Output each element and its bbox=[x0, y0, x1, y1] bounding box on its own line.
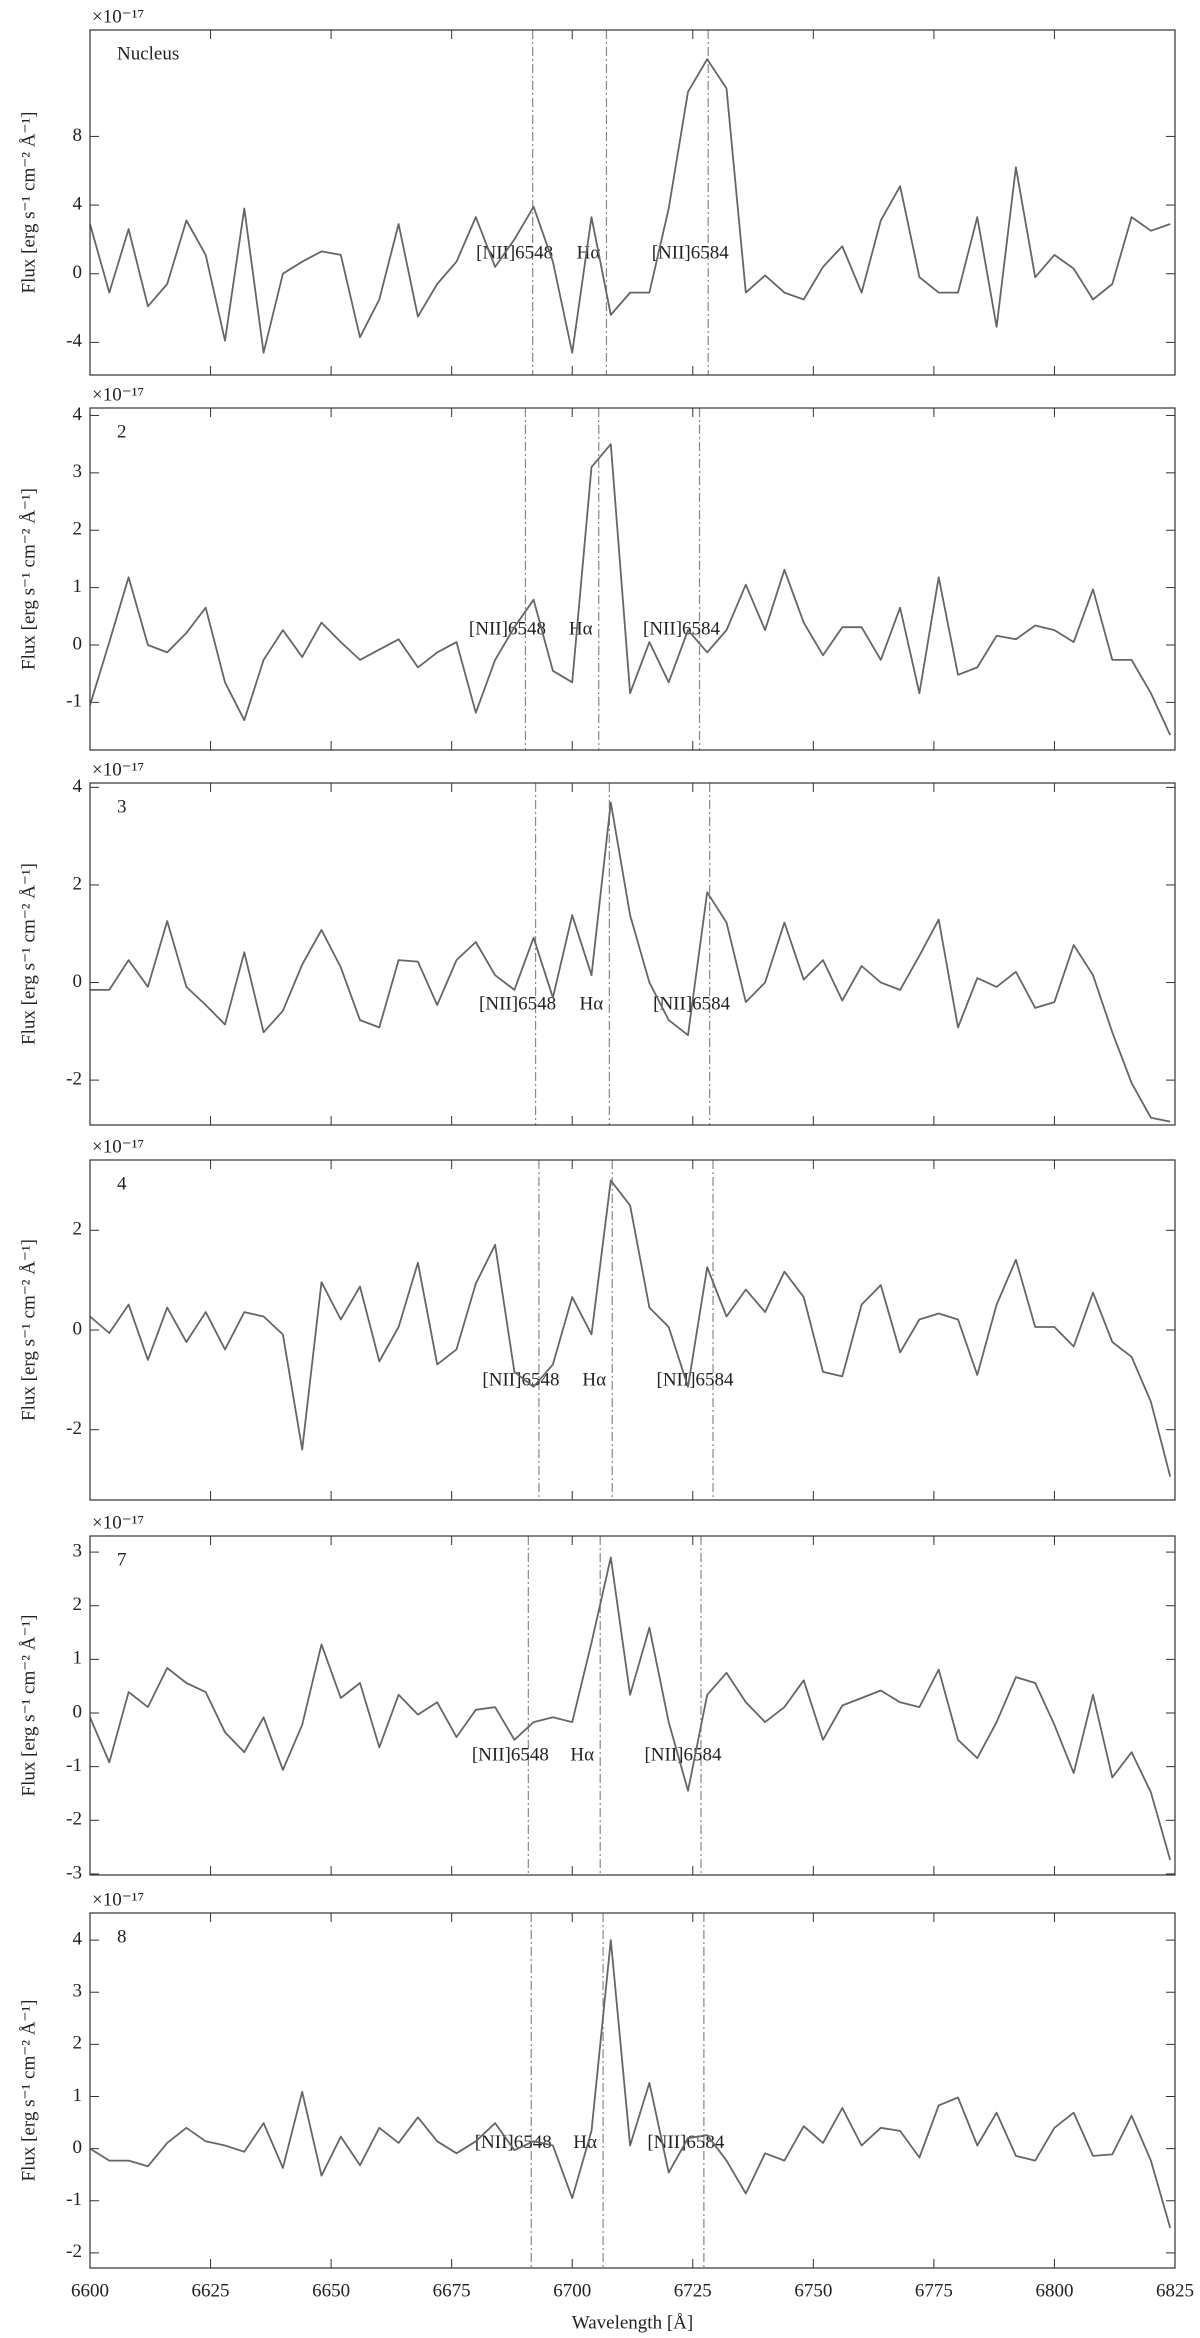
emission-line-label: Hα bbox=[573, 2132, 597, 2153]
panel-frame bbox=[89, 1159, 1176, 1501]
offset-text: ×10⁻¹⁷ bbox=[92, 1889, 144, 1910]
y-tick-label: 3 bbox=[73, 1540, 83, 1561]
panel-label: Nucleus bbox=[117, 43, 179, 64]
y-axis-label: Flux [erg s⁻¹ cm⁻² Å⁻¹] bbox=[18, 863, 39, 1045]
emission-line-label: [NII]6548 bbox=[479, 994, 556, 1015]
y-tick-label: -1 bbox=[66, 2189, 82, 2210]
y-tick-label: 4 bbox=[73, 776, 83, 797]
y-tick-label: 0 bbox=[73, 1701, 83, 1722]
x-tick-label: 6825 bbox=[1156, 2280, 1194, 2301]
y-tick-label: 2 bbox=[73, 519, 83, 540]
panel-frame bbox=[89, 29, 1176, 376]
panel: -2 -1 0 1 2 3 4 6600 6625 6650 6675 6700 6725 6750 677… bbox=[18, 1889, 1194, 2333]
x-tick-label: 6750 bbox=[794, 2280, 832, 2301]
emission-line-label: [NII]6584 bbox=[657, 1369, 735, 1390]
y-tick-label: 3 bbox=[73, 1981, 83, 2002]
offset-text: ×10⁻¹⁷ bbox=[92, 1512, 144, 1533]
x-tick-label: 6775 bbox=[915, 2280, 953, 2301]
emission-line-label: [NII]6548 bbox=[472, 1745, 549, 1766]
y-tick-label: 3 bbox=[73, 461, 83, 482]
y-tick-label: 2 bbox=[73, 873, 83, 894]
y-tick-label: 4 bbox=[73, 1928, 83, 1949]
emission-line-label: [NII]6584 bbox=[643, 619, 721, 640]
y-tick-label: 0 bbox=[73, 262, 83, 283]
spectrum-line bbox=[90, 801, 1171, 1123]
panel-label: 8 bbox=[117, 1926, 127, 1947]
y-tick-label: -2 bbox=[66, 1809, 82, 1830]
y-tick-label: -1 bbox=[66, 1755, 82, 1776]
panel-frame bbox=[89, 407, 1176, 751]
y-tick-label: 0 bbox=[73, 633, 83, 654]
x-tick-label: 6800 bbox=[1035, 2280, 1073, 2301]
panel-label: 7 bbox=[117, 1549, 127, 1570]
spectrum-line bbox=[90, 1556, 1172, 1861]
emission-line-label: Hα bbox=[569, 619, 593, 640]
emission-line-label: [NII]6548 bbox=[476, 243, 553, 264]
panel-label: 2 bbox=[117, 421, 127, 442]
spectrum-line bbox=[90, 1179, 1172, 1477]
emission-line-label: [NII]6584 bbox=[652, 243, 730, 264]
y-tick-label: 2 bbox=[73, 1219, 83, 1240]
y-tick-label: -2 bbox=[66, 1418, 82, 1439]
x-tick-label: 6725 bbox=[674, 2280, 712, 2301]
y-tick-label: -2 bbox=[66, 1068, 82, 1089]
panel-frame bbox=[89, 782, 1176, 1126]
emission-line-label: Hα bbox=[580, 994, 604, 1015]
y-tick-label: 4 bbox=[73, 193, 83, 214]
x-tick-label: 6650 bbox=[312, 2280, 350, 2301]
panel: -2 0 2 [NII]6548 Hα [NII]6584 4 ×10⁻¹⁷ Flux [erg… bbox=[18, 1136, 1176, 1501]
offset-text: ×10⁻¹⁷ bbox=[92, 759, 144, 780]
panel: -4 0 4 8 [NII]6548 Hα [NII]6584 Nucleus ×10⁻¹⁷ Fl… bbox=[18, 6, 1176, 376]
panel-label: 4 bbox=[117, 1173, 127, 1194]
y-tick-label: 0 bbox=[73, 971, 83, 992]
spectrum-line bbox=[90, 443, 1172, 736]
y-tick-label: 0 bbox=[73, 2137, 83, 2158]
y-axis-label: Flux [erg s⁻¹ cm⁻² Å⁻¹] bbox=[18, 112, 39, 294]
x-tick-label: 6675 bbox=[433, 2280, 471, 2301]
emission-line-label: Hα bbox=[582, 1369, 606, 1390]
spectrum-line bbox=[90, 58, 1171, 354]
y-tick-label: 1 bbox=[73, 576, 83, 597]
panel-label: 3 bbox=[117, 796, 127, 817]
y-tick-label: 4 bbox=[73, 404, 83, 425]
panel-frame bbox=[89, 1535, 1176, 1876]
offset-text: ×10⁻¹⁷ bbox=[92, 1136, 144, 1157]
x-tick-label: 6625 bbox=[192, 2280, 230, 2301]
y-tick-label: 1 bbox=[73, 2085, 83, 2106]
y-tick-label: -4 bbox=[66, 331, 82, 352]
y-tick-label: 0 bbox=[73, 1318, 83, 1339]
x-tick-label: 6600 bbox=[71, 2280, 109, 2301]
emission-line-label: [NII]6548 bbox=[475, 2132, 552, 2153]
y-axis-label: Flux [erg s⁻¹ cm⁻² Å⁻¹] bbox=[18, 488, 39, 670]
panel: -1 0 1 2 3 4 [NII]6548 Hα [NII]6584 2 ×10⁻¹⁷ Flux [… bbox=[18, 384, 1176, 751]
y-axis-label: Flux [erg s⁻¹ cm⁻² Å⁻¹] bbox=[18, 2000, 39, 2182]
panel: -3 -2 -1 0 1 2 3 [NII]6548 Hα [NII]6584 7 ×10⁻¹⁷ Flu… bbox=[18, 1512, 1176, 1883]
y-tick-label: 1 bbox=[73, 1648, 83, 1669]
emission-line-label: Hα bbox=[570, 1745, 594, 1766]
emission-line-label: [NII]6548 bbox=[482, 1369, 559, 1390]
x-axis-label: Wavelength [Å] bbox=[572, 2312, 693, 2333]
x-tick-label: 6700 bbox=[553, 2280, 591, 2301]
spectrum-line bbox=[90, 1939, 1172, 2229]
y-tick-label: 2 bbox=[73, 1594, 83, 1615]
y-axis-label: Flux [erg s⁻¹ cm⁻² Å⁻¹] bbox=[18, 1239, 39, 1421]
y-tick-label: 2 bbox=[73, 2033, 83, 2054]
y-tick-label: -1 bbox=[66, 691, 82, 712]
emission-line-label: [NII]6584 bbox=[644, 1745, 722, 1766]
y-axis-label: Flux [erg s⁻¹ cm⁻² Å⁻¹] bbox=[18, 1615, 39, 1797]
offset-text: ×10⁻¹⁷ bbox=[92, 6, 144, 27]
emission-line-label: Hα bbox=[577, 243, 601, 264]
emission-line-label: [NII]6548 bbox=[469, 619, 546, 640]
y-tick-label: -2 bbox=[66, 2241, 82, 2262]
offset-text: ×10⁻¹⁷ bbox=[92, 384, 144, 405]
y-tick-label: 8 bbox=[73, 125, 83, 146]
panel-frame bbox=[89, 1912, 1176, 2269]
y-tick-label: -3 bbox=[66, 1862, 82, 1883]
